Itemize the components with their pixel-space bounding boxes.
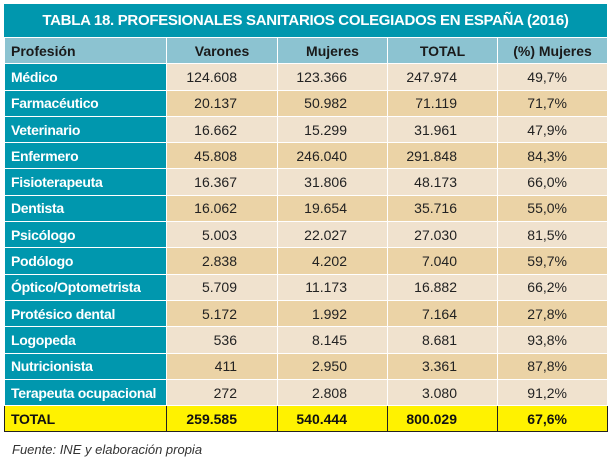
table-row: Dentista 16.062 19.654 35.716 55,0% [4, 194, 608, 223]
table-row: Nutricionista 411 2.950 3.361 87,8% [4, 352, 608, 380]
cell-total: 247.974 [387, 63, 498, 91]
cell-mujeres: 22.027 [277, 221, 388, 249]
table-row: Médico 124.608 123.366 247.974 49,7% [4, 63, 608, 91]
cell-profesion: Terapeuta ocupacional [4, 378, 167, 407]
header-profesion: Profesión [4, 36, 167, 65]
cell-profesion: Nutricionista [4, 352, 167, 380]
cell-varones: 16.662 [166, 115, 278, 144]
cell-pct-mujeres: 71,7% [497, 89, 608, 117]
cell-profesion: Protésico dental [4, 299, 167, 328]
cell-mujeres: 19.654 [277, 194, 388, 223]
cell-pct-mujeres: 49,7% [497, 63, 608, 91]
cell-varones: 16.367 [166, 168, 278, 196]
header-pct-mujeres: (%) Mujeres [497, 36, 608, 65]
cell-pct-mujeres: 91,2% [497, 378, 608, 407]
professionals-table: Profesión Varones Mujeres TOTAL (%) Muje… [4, 36, 608, 433]
cell-total: 48.173 [387, 168, 498, 196]
cell-mujeres: 31.806 [277, 168, 388, 196]
table-row: Fisioterapeuta 16.367 31.806 48.173 66,0% [4, 168, 608, 196]
cell-pct-mujeres: 84,3% [497, 142, 608, 170]
cell-profesion: Enfermero [4, 142, 167, 170]
cell-pct-mujeres: 66,2% [497, 273, 608, 301]
table-row: Logopeda 536 8.145 8.681 93,8% [4, 326, 608, 354]
cell-varones: 536 [166, 326, 278, 354]
cell-varones: 411 [166, 352, 278, 380]
header-total: TOTAL [387, 36, 498, 65]
cell-pct-mujeres: 55,0% [497, 194, 608, 223]
table-row: Óptico/Optometrista 5.709 11.173 16.882 66,2… [4, 273, 608, 301]
cell-profesion: Podólogo [4, 247, 167, 275]
cell-total: 35.716 [387, 194, 498, 223]
table-row: Protésico dental 5.172 1.992 7.164 27,8% [4, 299, 608, 328]
cell-profesion: Fisioterapeuta [4, 168, 167, 196]
cell-profesion: Veterinario [4, 115, 167, 144]
cell-pct-mujeres: 66,0% [497, 168, 608, 196]
cell-total: 16.882 [387, 273, 498, 301]
cell-mujeres: 1.992 [277, 299, 388, 328]
cell-pct-mujeres: 93,8% [497, 326, 608, 354]
table-row: Enfermero 45.808 246.040 291.848 84,3% [4, 142, 608, 170]
cell-total: 7.040 [387, 247, 498, 275]
total-total: 800.029 [387, 405, 498, 433]
total-profesion: TOTAL [4, 405, 167, 433]
table-container: TABLA 18. PROFESIONALES SANITARIOS COLEG… [4, 4, 608, 457]
cell-pct-mujeres: 59,7% [497, 247, 608, 275]
cell-profesion: Óptico/Optometrista [4, 273, 167, 301]
cell-pct-mujeres: 47,9% [497, 115, 608, 144]
cell-varones: 2.838 [166, 247, 278, 275]
cell-total: 3.361 [387, 352, 498, 380]
cell-mujeres: 123.366 [277, 63, 388, 91]
table-row: Veterinario 16.662 15.299 31.961 47,9% [4, 115, 608, 144]
cell-total: 291.848 [387, 142, 498, 170]
cell-total: 7.164 [387, 299, 498, 328]
cell-mujeres: 8.145 [277, 326, 388, 354]
total-pct-mujeres: 67,6% [497, 405, 608, 433]
total-mujeres: 540.444 [277, 405, 388, 433]
cell-mujeres: 11.173 [277, 273, 388, 301]
header-varones: Varones [166, 36, 278, 65]
table-title: TABLA 18. PROFESIONALES SANITARIOS COLEG… [4, 4, 607, 37]
cell-varones: 124.608 [166, 63, 278, 91]
cell-mujeres: 246.040 [277, 142, 388, 170]
total-varones: 259.585 [166, 405, 278, 433]
cell-varones: 5.003 [166, 221, 278, 249]
cell-total: 8.681 [387, 326, 498, 354]
cell-profesion: Psicólogo [4, 221, 167, 249]
cell-varones: 16.062 [166, 194, 278, 223]
cell-pct-mujeres: 87,8% [497, 352, 608, 380]
cell-mujeres: 15.299 [277, 115, 388, 144]
source-note: Fuente: INE y elaboración propia [12, 442, 203, 457]
cell-mujeres: 50.982 [277, 89, 388, 117]
cell-pct-mujeres: 81,5% [497, 221, 608, 249]
table-row: Terapeuta ocupacional 272 2.808 3.080 91,2% [4, 378, 608, 407]
cell-profesion: Logopeda [4, 326, 167, 354]
table-row: Psicólogo 5.003 22.027 27.030 81,5% [4, 221, 608, 249]
table-row: Podólogo 2.838 4.202 7.040 59,7% [4, 247, 608, 275]
cell-profesion: Farmacéutico [4, 89, 167, 117]
cell-mujeres: 4.202 [277, 247, 388, 275]
cell-total: 71.119 [387, 89, 498, 117]
cell-varones: 5.172 [166, 299, 278, 328]
cell-varones: 45.808 [166, 142, 278, 170]
total-row: TOTAL 259.585 540.444 800.029 67,6% [4, 405, 608, 433]
header-row: Profesión Varones Mujeres TOTAL (%) Muje… [4, 36, 608, 65]
cell-total: 27.030 [387, 221, 498, 249]
cell-profesion: Médico [4, 63, 167, 91]
cell-mujeres: 2.950 [277, 352, 388, 380]
cell-varones: 5.709 [166, 273, 278, 301]
cell-pct-mujeres: 27,8% [497, 299, 608, 328]
table-row: Farmacéutico 20.137 50.982 71.119 71,7% [4, 89, 608, 117]
header-mujeres: Mujeres [277, 36, 388, 65]
cell-varones: 272 [166, 378, 278, 407]
cell-total: 3.080 [387, 378, 498, 407]
cell-mujeres: 2.808 [277, 378, 388, 407]
cell-profesion: Dentista [4, 194, 167, 223]
cell-varones: 20.137 [166, 89, 278, 117]
cell-total: 31.961 [387, 115, 498, 144]
